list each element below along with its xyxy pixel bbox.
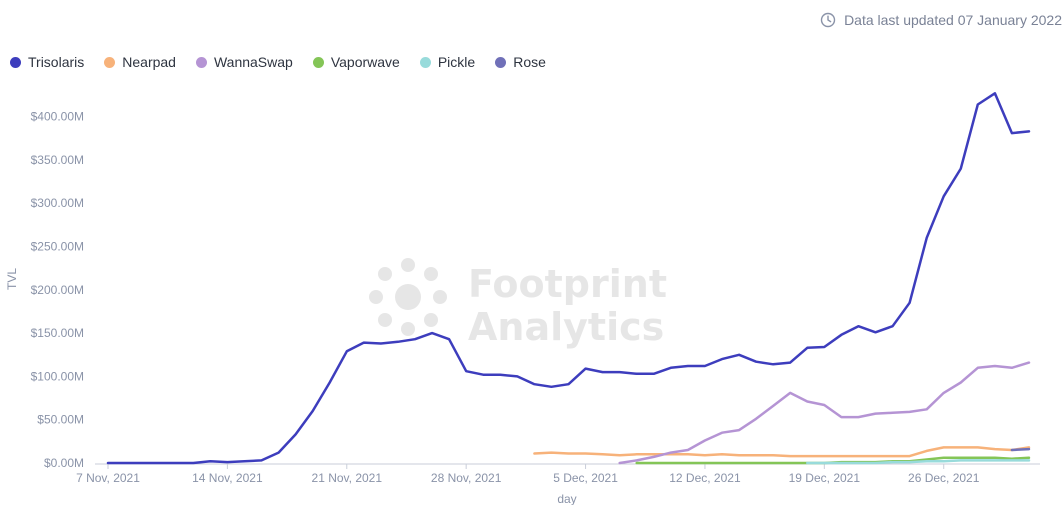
x-tick-label: 21 Nov, 2021 [312, 471, 383, 485]
legend-dot-icon [419, 56, 431, 68]
footprint-watermark: Footprint Analytics [369, 258, 667, 349]
updated-text: Data last updated 07 January 2022 [844, 12, 1062, 28]
y-tick-label: $150.00M [31, 326, 84, 340]
legend-item-rose[interactable]: Rose [495, 54, 546, 70]
y-tick-label: $350.00M [31, 153, 84, 167]
y-tick-label: $200.00M [31, 283, 84, 297]
series-line-trisolaris[interactable] [106, 92, 1031, 465]
legend-item-pickle[interactable]: Pickle [419, 54, 476, 70]
legend-dot-icon [104, 56, 116, 68]
x-tick-label: 14 Nov, 2021 [192, 471, 263, 485]
watermark-line2: Analytics [468, 305, 664, 349]
legend-dot-icon [495, 56, 507, 68]
x-tick-label: 28 Nov, 2021 [431, 471, 502, 485]
series-line-nearpad[interactable] [533, 446, 1031, 458]
x-tick-label: 19 Dec, 2021 [789, 471, 861, 485]
x-tick-label: 5 Dec, 2021 [553, 471, 618, 485]
watermark-line1: Footprint [468, 262, 667, 306]
data-updated-status: Data last updated 07 January 2022 [820, 12, 1062, 28]
y-tick-label: $300.00M [31, 196, 84, 210]
y-tick-label: $50.00M [37, 413, 84, 427]
x-tick-label: 12 Dec, 2021 [669, 471, 741, 485]
x-axis: 7 Nov, 2021 14 Nov, 2021 21 Nov, 2021 28 No… [76, 463, 1040, 485]
footprint-logo-icon [369, 258, 447, 336]
legend-dot-icon [312, 56, 324, 68]
legend-dot-icon [10, 56, 21, 68]
legend-label: Vaporwave [330, 54, 400, 70]
y-tick-label: $100.00M [31, 369, 84, 383]
series-line-rose[interactable] [1010, 447, 1031, 452]
legend-item-vaporwave[interactable]: Vaporwave [312, 54, 400, 70]
y-tick-label: $0.00M [44, 456, 84, 470]
y-axis: $0.00M $50.00M $100.00M $150.00M $200.00M $25… [31, 110, 84, 470]
legend-label: Rose [513, 54, 546, 70]
legend-item-wannaswap[interactable]: WannaSwap [195, 54, 293, 70]
clock-icon [820, 12, 836, 28]
series-lines [106, 92, 1031, 465]
x-axis-title: day [557, 492, 576, 505]
legend-item-nearpad[interactable]: Nearpad [104, 54, 176, 70]
y-tick-label: $400.00M [31, 110, 84, 124]
legend-item-trisolaris[interactable]: Trisolaris [10, 54, 84, 70]
legend-label: Pickle [437, 54, 476, 70]
x-tick-label: 7 Nov, 2021 [76, 471, 140, 485]
series-line-pickle[interactable] [806, 459, 1031, 465]
legend-label: WannaSwap [213, 54, 293, 70]
x-tick-label: 26 Dec, 2021 [908, 471, 980, 485]
legend-dot-icon [195, 56, 207, 68]
y-axis-title: TVL [5, 268, 19, 290]
legend-label: Trisolaris [28, 54, 85, 70]
chart-legend: Trisolaris Nearpad WannaSwap Vaporwave Pickl… [10, 54, 566, 70]
series-line-wannaswap[interactable] [618, 361, 1031, 465]
y-tick-label: $250.00M [31, 240, 84, 254]
legend-label: Nearpad [122, 54, 176, 70]
